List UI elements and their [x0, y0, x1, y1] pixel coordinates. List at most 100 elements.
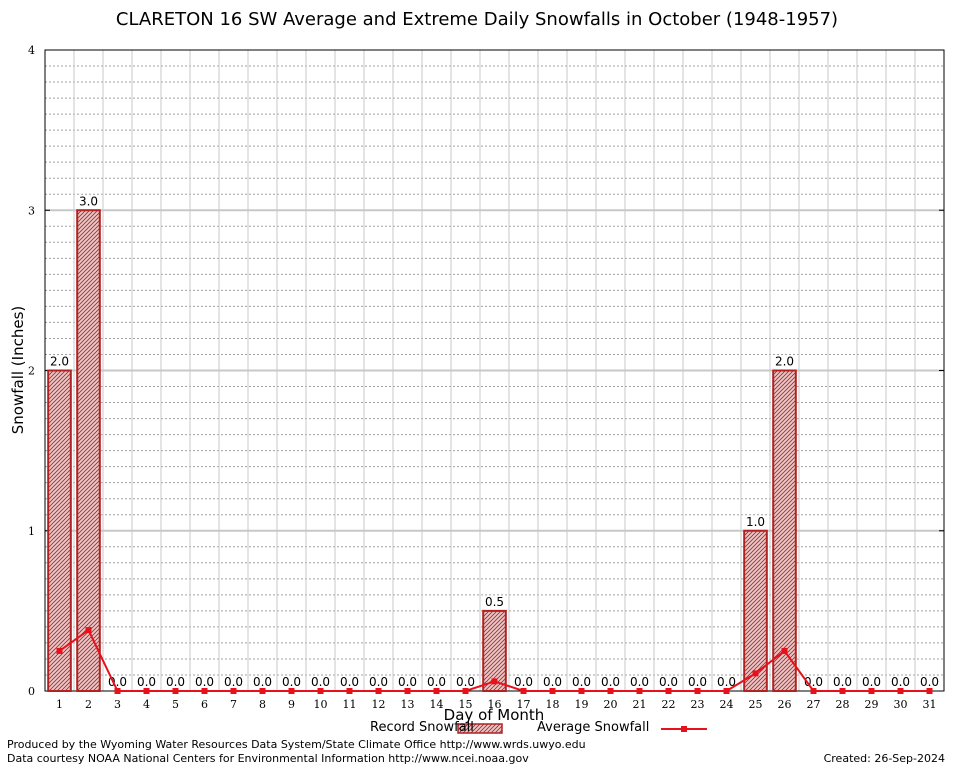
average-point	[114, 688, 121, 694]
legend-record-snowfall: Record Snowfall	[370, 720, 474, 735]
x-tick-label: 6	[201, 698, 208, 711]
x-tick-label: 28	[836, 698, 850, 711]
average-point	[868, 688, 875, 694]
x-tick-label: 11	[343, 698, 357, 711]
bar-data-label: 0.0	[398, 675, 417, 689]
bar-data-label: 0.0	[688, 675, 707, 689]
average-point	[897, 688, 904, 694]
average-point	[665, 688, 672, 694]
bar-data-label: 3.0	[79, 194, 98, 208]
x-tick-label: 16	[488, 698, 502, 711]
y-tick-label: 0	[28, 685, 35, 698]
footer-data-source: Data courtesy NOAA National Centers for …	[7, 752, 529, 765]
average-point	[520, 688, 527, 694]
bar-data-label: 0.0	[572, 675, 591, 689]
bar-data-label: 0.0	[137, 675, 156, 689]
bar-data-label: 0.0	[920, 675, 939, 689]
x-tick-label: 26	[778, 698, 792, 711]
x-tick-label: 27	[807, 698, 821, 711]
x-tick-label: 21	[633, 698, 647, 711]
bar-data-label: 0.0	[253, 675, 272, 689]
x-tick-label: 24	[720, 698, 734, 711]
bar-data-label: 0.0	[340, 675, 359, 689]
x-tick-label: 30	[894, 698, 908, 711]
x-tick-label: 2	[85, 698, 92, 711]
average-point	[288, 688, 295, 694]
average-point	[491, 678, 498, 685]
y-axis-label: Snowfall (Inches)	[9, 305, 27, 435]
bar-data-label: 0.0	[108, 675, 127, 689]
record-bar	[47, 369, 72, 692]
average-point	[462, 688, 469, 694]
average-point	[810, 688, 817, 694]
average-point	[433, 688, 440, 694]
x-tick-label: 1	[56, 698, 63, 711]
record-bar	[482, 609, 507, 692]
x-tick-label: 31	[923, 698, 937, 711]
average-point	[636, 688, 643, 694]
average-point	[404, 688, 411, 694]
record-bar	[743, 529, 768, 692]
x-tick-label: 18	[546, 698, 560, 711]
bar-data-label: 2.0	[775, 355, 794, 369]
average-point	[346, 688, 353, 694]
x-tick-label: 22	[662, 698, 676, 711]
x-tick-label: 10	[314, 698, 328, 711]
bar-data-label: 0.0	[195, 675, 214, 689]
x-tick-label: 9	[288, 698, 295, 711]
average-point	[752, 670, 759, 677]
x-tick-label: 14	[430, 698, 444, 711]
footer-created-date: Created: 26-Sep-2024	[823, 752, 945, 765]
average-point	[781, 647, 788, 654]
x-tick-label: 7	[230, 698, 237, 711]
average-point	[723, 688, 730, 694]
bar-data-label: 0.0	[369, 675, 388, 689]
average-point	[143, 688, 150, 694]
average-point	[607, 688, 614, 694]
y-tick-label: 2	[28, 365, 35, 378]
average-point	[839, 688, 846, 694]
x-axis-label: Day of Month	[443, 706, 545, 724]
bar-data-label: 0.0	[514, 675, 533, 689]
legend-average-marker	[681, 726, 687, 732]
x-tick-label: 4	[143, 698, 150, 711]
x-tick-label: 23	[691, 698, 705, 711]
average-point	[317, 688, 324, 694]
x-tick-label: 13	[401, 698, 415, 711]
bar-data-label: 0.0	[630, 675, 649, 689]
x-tick-label: 12	[372, 698, 386, 711]
bar-data-label: 0.0	[427, 675, 446, 689]
bar-data-label: 0.0	[891, 675, 910, 689]
record-bar	[772, 369, 797, 692]
x-tick-label: 29	[865, 698, 879, 711]
bar-data-label: 0.0	[311, 675, 330, 689]
bar-data-label: 0.0	[833, 675, 852, 689]
footer-producer: Produced by the Wyoming Water Resources …	[7, 738, 586, 751]
y-tick-label: 1	[28, 525, 35, 538]
x-tick-label: 5	[172, 698, 179, 711]
bar-data-label: 0.0	[456, 675, 475, 689]
chart-title: CLARETON 16 SW Average and Extreme Daily…	[115, 9, 839, 30]
legend-average-snowfall: Average Snowfall	[537, 720, 650, 735]
x-tick-label: 15	[459, 698, 473, 711]
average-point	[201, 688, 208, 694]
bar-data-label: 2.0	[50, 355, 69, 369]
average-point	[85, 627, 92, 634]
average-point	[694, 688, 701, 694]
x-tick-label: 25	[749, 698, 763, 711]
y-tick-label: 4	[28, 44, 35, 57]
record-bar	[76, 209, 101, 692]
bar-data-label: 0.0	[717, 675, 736, 689]
bar-data-label: 0.5	[485, 595, 504, 609]
bar-data-label: 0.0	[282, 675, 301, 689]
average-point	[578, 688, 585, 694]
average-point	[926, 688, 933, 694]
average-point	[230, 688, 237, 694]
bar-data-label: 0.0	[862, 675, 881, 689]
average-point	[172, 688, 179, 694]
bar-data-label: 1.0	[746, 515, 765, 529]
legend-record-swatch	[457, 723, 503, 734]
average-point	[375, 688, 382, 694]
average-point	[56, 647, 63, 654]
